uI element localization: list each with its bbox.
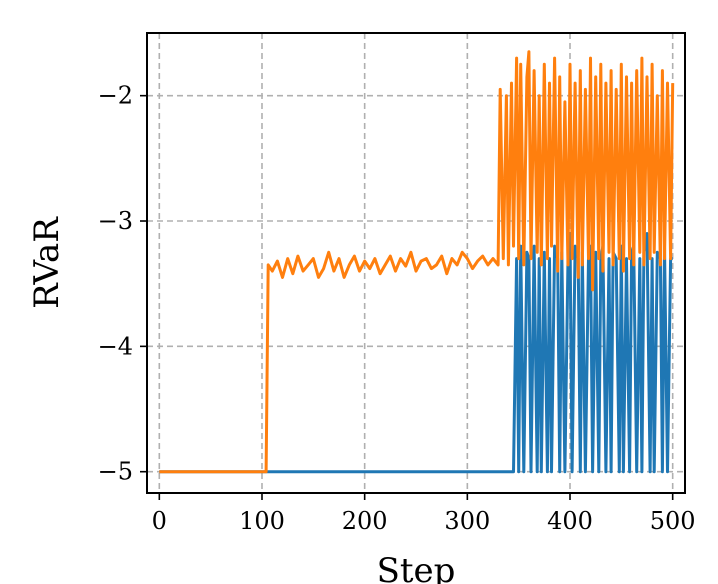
ticks: 0 100 200 300 400 500 −5 −4 −3 −2 <box>98 82 696 535</box>
series-line-2 <box>159 50 675 474</box>
y-tick-label: −3 <box>98 207 133 235</box>
x-tick-label: 400 <box>547 507 593 535</box>
y-axis-label: RVaR <box>27 216 67 309</box>
grid <box>147 33 685 493</box>
x-axis-label: Step <box>377 551 456 584</box>
x-tick-label: 300 <box>444 507 490 535</box>
x-tick-label: 100 <box>239 507 285 535</box>
y-tick-label: −5 <box>98 458 133 486</box>
x-tick-label: 0 <box>152 507 167 535</box>
plot-frame <box>146 32 686 494</box>
y-tick-label: −2 <box>98 82 133 110</box>
series-group <box>159 50 675 474</box>
series-line-1 <box>159 232 673 474</box>
y-tick-label: −4 <box>98 332 133 360</box>
x-tick-label: 500 <box>650 507 696 535</box>
x-tick-label: 200 <box>342 507 388 535</box>
